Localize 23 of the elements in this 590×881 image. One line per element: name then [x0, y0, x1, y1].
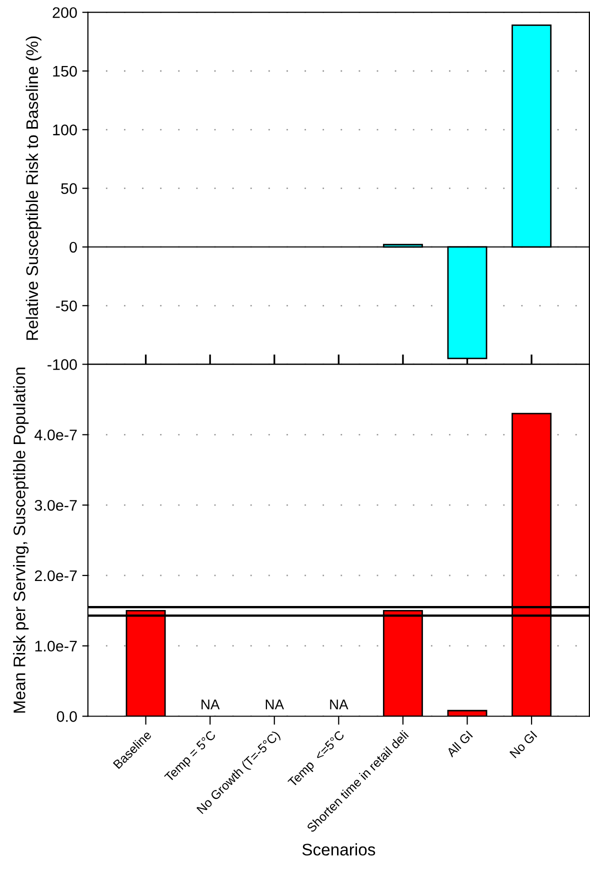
y-tick-label: 200 — [52, 7, 77, 18]
text: NA — [202, 700, 220, 710]
bar — [382, 244, 423, 248]
y-tick-label: 4.0e-7 — [34, 430, 77, 440]
y-tick-label: 0 — [70, 242, 77, 253]
y-tick-label: 0.0 — [56, 711, 77, 722]
y-tick-label: 1.0e-7 — [35, 640, 77, 652]
x-tick-label: No GI — [509, 730, 538, 758]
y-tick-label: 150 — [53, 66, 77, 77]
y-tick-label: 3.0e-7 — [34, 500, 77, 511]
text: NA — [266, 700, 284, 710]
bar — [447, 246, 488, 360]
y-tick-label: 100 — [53, 124, 77, 136]
y-axis-title: Relative Susceptible Risk to Baseline (%) — [26, 36, 42, 340]
text: NA — [330, 700, 348, 710]
y-axis-title: Mean Risk per Serving, Susceptible Population — [13, 368, 29, 713]
x-axis-title: Scenarios — [302, 843, 376, 856]
bar — [512, 24, 552, 248]
y-tick-label: -50 — [56, 300, 77, 312]
x-tick-label: All GI — [446, 730, 473, 758]
y-tick-label: 50 — [61, 183, 77, 194]
y-tick-label: 2.0e-7 — [34, 570, 77, 582]
y-tick-label: -100 — [48, 359, 77, 370]
